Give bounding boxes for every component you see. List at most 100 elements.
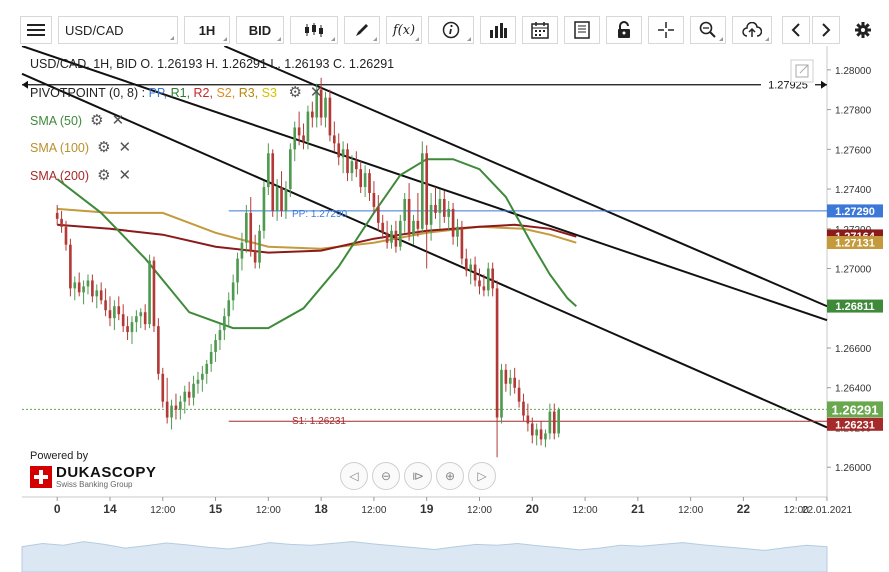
candle-body: [289, 149, 292, 190]
crosshair-button[interactable]: [648, 16, 684, 44]
candle-body: [460, 226, 464, 259]
candle-body: [297, 127, 301, 136]
candle-body: [126, 326, 129, 333]
chart-area[interactable]: 1.280001.278001.276001.274001.272001.270…: [0, 46, 889, 572]
x-tick-label: 12:00: [784, 505, 809, 516]
calendar-icon: [531, 22, 549, 39]
x-tick-label: 18: [314, 502, 328, 516]
candle-body: [209, 351, 213, 364]
chart-type-button[interactable]: [290, 16, 338, 44]
candle-body: [372, 193, 376, 207]
candle-body: [385, 232, 389, 243]
arrow-right-icon: [821, 80, 827, 89]
candle-body: [495, 288, 499, 418]
lock-button[interactable]: [606, 16, 642, 44]
y-tick-label: 1.26600: [835, 344, 872, 355]
pivot-settings-icon[interactable]: ⚙: [288, 84, 302, 101]
price-marker-label: 1.27290: [835, 206, 875, 218]
zoom-button[interactable]: [690, 16, 726, 44]
x-tick-label: 12:00: [678, 505, 703, 516]
volume-button[interactable]: [480, 16, 516, 44]
candle-body: [482, 286, 486, 291]
y-tick-label: 1.27000: [835, 265, 872, 276]
price-marker-bg: [827, 401, 883, 418]
nav-back-button[interactable]: ◁: [340, 462, 368, 490]
candle-body: [165, 401, 169, 418]
candle-body: [117, 306, 121, 315]
indicators-button[interactable]: f(x): [386, 16, 422, 44]
pivot-name: PIVOTPOINT (0, 8): [30, 86, 139, 100]
pivot-r1: R1,: [170, 86, 191, 100]
sma100-close-icon[interactable]: ✕: [118, 139, 132, 156]
reset-icon: ⧐: [412, 469, 424, 483]
price-type-select[interactable]: BID: [236, 16, 284, 44]
nav-zoom-in-button[interactable]: ⊕: [436, 462, 464, 490]
candle-body: [513, 377, 516, 388]
price-marker-label: 1.26291: [832, 402, 879, 417]
sma50-close-icon[interactable]: ✕: [111, 112, 125, 129]
candle-body: [354, 161, 358, 170]
nav-forward-button[interactable]: ▷: [468, 462, 496, 490]
candle-body: [425, 153, 429, 225]
plot-background: [22, 46, 827, 497]
candle-body: [535, 429, 538, 436]
candle-body: [236, 258, 239, 283]
info-button[interactable]: [428, 16, 474, 44]
candle-body: [187, 391, 191, 398]
nav-reset-button[interactable]: ⧐: [404, 462, 432, 490]
candle-body: [508, 377, 512, 384]
candle-body: [245, 212, 248, 243]
candle-body: [157, 326, 160, 374]
candle-body: [161, 373, 165, 402]
candle-body: [311, 111, 314, 118]
scroll-right-button[interactable]: [812, 16, 840, 44]
channel-trendline: [21, 46, 828, 322]
calendar-button[interactable]: [522, 16, 558, 44]
dukascopy-logo: Powered by DUKASCOPY Swiss Banking Group: [30, 450, 156, 489]
settings-button[interactable]: [848, 16, 878, 44]
chart-navigation: ◁ ⊖ ⧐ ⊕ ▷: [340, 462, 496, 490]
sma200-close-icon[interactable]: ✕: [118, 167, 132, 184]
price-marker-label: 1.26811: [835, 301, 874, 313]
candle-body: [451, 208, 455, 237]
toolbar: USD/CAD 1H BID f(x): [0, 0, 889, 46]
hamburger-icon: [27, 24, 45, 36]
candle-body: [148, 260, 151, 325]
y-tick-label: 1.27400: [835, 185, 872, 196]
draw-tool-button[interactable]: [344, 16, 380, 44]
scroll-left-button[interactable]: [782, 16, 810, 44]
x-tick-label: 21: [631, 502, 645, 516]
candle-body: [473, 264, 477, 281]
x-tick-label: 12:00: [361, 505, 386, 516]
price-marker-bg: [827, 204, 883, 218]
x-tick-label: 12:00: [256, 505, 281, 516]
candle-body: [530, 423, 534, 436]
export-button[interactable]: [732, 16, 772, 44]
menu-button[interactable]: [20, 16, 52, 44]
pivot-close-icon[interactable]: ✕: [309, 84, 323, 101]
timeframe-select[interactable]: 1H: [184, 16, 230, 44]
candle-body: [227, 300, 231, 317]
candle-body: [302, 135, 305, 142]
ohlc-legend: USD/CAD, 1H, BID O. 1.26193 H. 1.26291 L…: [30, 57, 394, 71]
template-button[interactable]: [564, 16, 600, 44]
price-marker-bg: [827, 299, 883, 313]
sma100-settings-icon[interactable]: ⚙: [97, 139, 111, 156]
x-tick-label: 0: [54, 502, 61, 516]
sma200-settings-icon[interactable]: ⚙: [97, 167, 111, 184]
candle-body: [504, 369, 508, 384]
x-tick-label: 19: [420, 502, 434, 516]
candle-body: [337, 143, 341, 158]
candle-body: [407, 198, 411, 235]
symbol-select[interactable]: USD/CAD: [58, 16, 178, 44]
candle-body: [205, 363, 209, 374]
price-markers: 1.279251.272901.271641.271311.268111.262…: [761, 76, 883, 431]
candle-body: [170, 405, 173, 418]
sma50-settings-icon[interactable]: ⚙: [90, 112, 104, 129]
candle-body: [104, 300, 107, 311]
candle-body: [491, 268, 495, 289]
candle-body: [438, 198, 442, 213]
candle-body: [143, 312, 147, 325]
x-tick-label: 12:00: [150, 505, 175, 516]
nav-zoom-out-button[interactable]: ⊖: [372, 462, 400, 490]
